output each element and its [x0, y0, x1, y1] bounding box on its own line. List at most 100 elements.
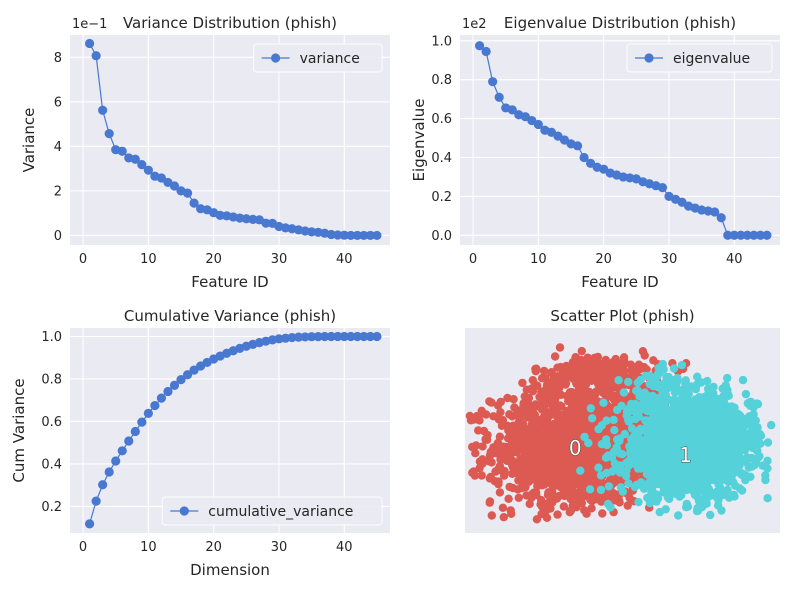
- data-point: [287, 332, 297, 343]
- scatter-point: [530, 410, 540, 420]
- scatter-point: [504, 494, 513, 503]
- legend-box[interactable]: [253, 43, 383, 73]
- data-point: [130, 154, 140, 164]
- scatter-point: [752, 436, 762, 445]
- data-point: [307, 332, 317, 342]
- scatter-point: [630, 482, 640, 492]
- scatter-point: [605, 375, 614, 384]
- scatter-point: [636, 459, 645, 468]
- scatter-point: [585, 485, 595, 494]
- scatter-point: [531, 367, 540, 376]
- scatter-point: [677, 464, 686, 474]
- scatter-point: [487, 458, 496, 467]
- y-axis-label: Cum Variance: [10, 378, 28, 482]
- data-point: [346, 230, 356, 241]
- scatter-point: [498, 447, 508, 456]
- scatter-point: [668, 438, 677, 448]
- x-axis-label: Dimension: [190, 561, 270, 579]
- data-point: [150, 400, 160, 411]
- scatter-point: [659, 438, 669, 448]
- legend[interactable]: eigenvalue: [626, 43, 773, 73]
- scatter-point: [561, 462, 570, 472]
- scatter-point: [689, 487, 699, 497]
- scatter-point: [745, 439, 754, 449]
- scatter-point: [577, 346, 586, 356]
- data-point: [300, 332, 310, 342]
- scatter-point: [470, 471, 480, 480]
- data-point: [104, 467, 114, 477]
- scatter-point: [628, 406, 638, 416]
- data-point: [346, 331, 356, 342]
- scatter-point: [641, 416, 650, 425]
- scatter-point: [735, 446, 744, 455]
- scatter-point: [763, 494, 772, 503]
- scatter-point: [623, 501, 632, 510]
- data-point: [488, 77, 498, 87]
- scatter-point: [728, 465, 737, 474]
- scatter-point: [537, 395, 547, 404]
- scatter-point: [647, 441, 656, 450]
- scatter-point: [487, 398, 496, 407]
- data-point: [111, 456, 121, 466]
- data-point: [293, 332, 304, 342]
- scatter-point: [685, 452, 694, 461]
- scatter-point: [489, 412, 498, 421]
- scatter-point: [617, 401, 626, 410]
- scatter-point: [624, 377, 633, 387]
- scatter-point: [581, 389, 590, 398]
- scatter-point: [525, 499, 534, 509]
- scatter-point: [519, 399, 528, 408]
- scatter-point: [537, 509, 547, 519]
- data-point: [729, 230, 739, 240]
- legend[interactable]: cumulative_variance: [161, 496, 383, 526]
- legend[interactable]: variance: [253, 43, 383, 73]
- x-tick-label: 10: [530, 252, 547, 267]
- cluster-1-points: [576, 359, 776, 520]
- x-tick-label: 10: [140, 252, 157, 267]
- scatter-point: [478, 459, 487, 468]
- scatter-point: [679, 419, 688, 429]
- scatter-point: [725, 493, 734, 502]
- scatter-point: [639, 390, 648, 399]
- scatter-point: [572, 499, 582, 509]
- scatter-point: [574, 393, 583, 402]
- scatter-point: [603, 451, 613, 460]
- data-point: [572, 141, 583, 151]
- data-point: [176, 375, 186, 385]
- y-axis-label: Eigenvalue: [410, 99, 428, 182]
- scatter-point: [485, 498, 494, 507]
- data-point: [365, 331, 376, 342]
- scatter-point: [655, 430, 665, 439]
- scatter-point: [720, 411, 729, 420]
- data-point: [137, 160, 147, 170]
- scatter-point: [541, 422, 550, 431]
- scatter-point: [578, 359, 587, 368]
- data-point: [372, 331, 382, 342]
- scatter-point: [665, 489, 674, 498]
- chart-title: Eigenvalue Distribution (phish): [504, 14, 736, 32]
- scatter-point: [697, 465, 706, 474]
- legend-box[interactable]: [626, 43, 773, 73]
- scatter-point: [664, 415, 674, 424]
- scatter-point: [675, 492, 684, 501]
- data-point: [104, 129, 114, 139]
- y-tick-label: 0.4: [41, 457, 62, 472]
- scatter-point: [596, 471, 606, 480]
- scatter-point: [539, 444, 548, 454]
- scatter-point: [672, 452, 682, 461]
- scatter-point: [702, 499, 711, 508]
- scatter-point: [754, 453, 763, 462]
- scatter-point: [619, 388, 629, 397]
- data-point: [326, 229, 336, 240]
- scatter-point: [645, 400, 654, 409]
- scatter-point: [495, 432, 505, 441]
- data-point: [320, 331, 330, 342]
- legend-box[interactable]: [161, 496, 383, 526]
- scatter-point: [590, 359, 599, 368]
- scatter-point: [662, 453, 671, 462]
- data-point: [339, 230, 349, 240]
- scatter-point: [642, 464, 651, 473]
- y-tick-label: 0.8: [41, 372, 62, 387]
- scatter-point: [576, 466, 585, 475]
- y-tick-label: 6: [54, 95, 62, 110]
